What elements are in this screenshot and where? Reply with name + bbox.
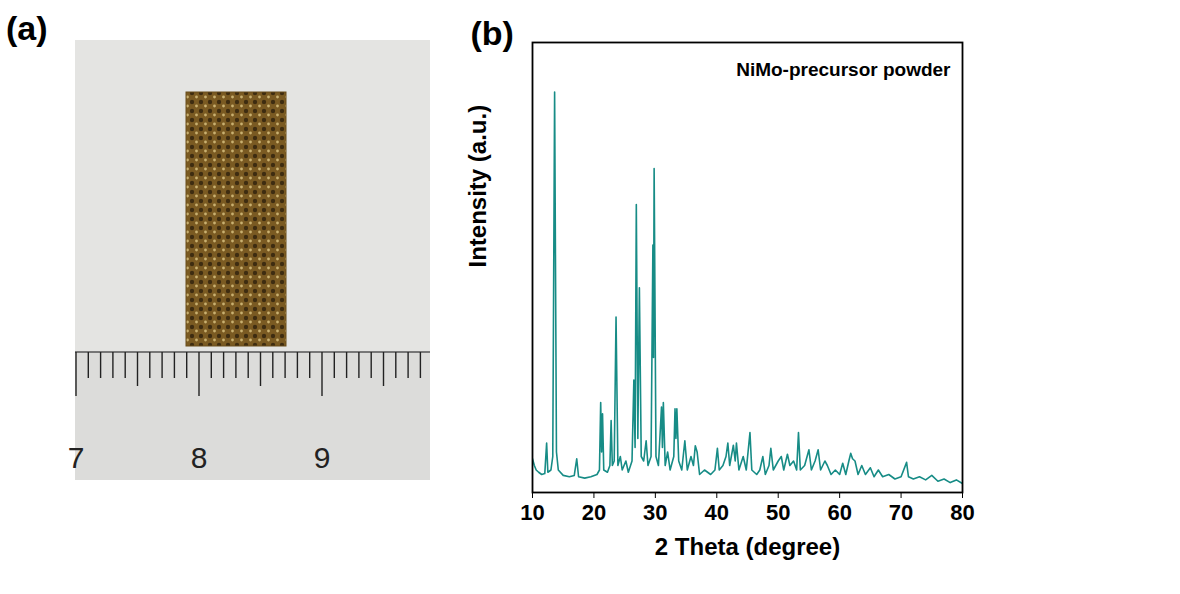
svg-text:(a): (a) <box>6 9 48 47</box>
svg-text:60: 60 <box>827 500 851 525</box>
svg-text:(b): (b) <box>471 14 514 52</box>
svg-text:50: 50 <box>766 500 790 525</box>
svg-text:9: 9 <box>314 441 331 474</box>
svg-text:20: 20 <box>582 500 606 525</box>
svg-text:7: 7 <box>68 441 85 474</box>
svg-text:30: 30 <box>643 500 667 525</box>
svg-text:8: 8 <box>191 441 208 474</box>
svg-text:40: 40 <box>705 500 729 525</box>
svg-text:80: 80 <box>950 500 974 525</box>
svg-text:70: 70 <box>889 500 913 525</box>
svg-text:NiMo-precursor powder: NiMo-precursor powder <box>736 59 951 80</box>
svg-text:10: 10 <box>520 500 544 525</box>
svg-text:Intensity (a.u.): Intensity (a.u.) <box>464 105 491 268</box>
svg-text:2 Theta (degree): 2 Theta (degree) <box>655 533 840 560</box>
